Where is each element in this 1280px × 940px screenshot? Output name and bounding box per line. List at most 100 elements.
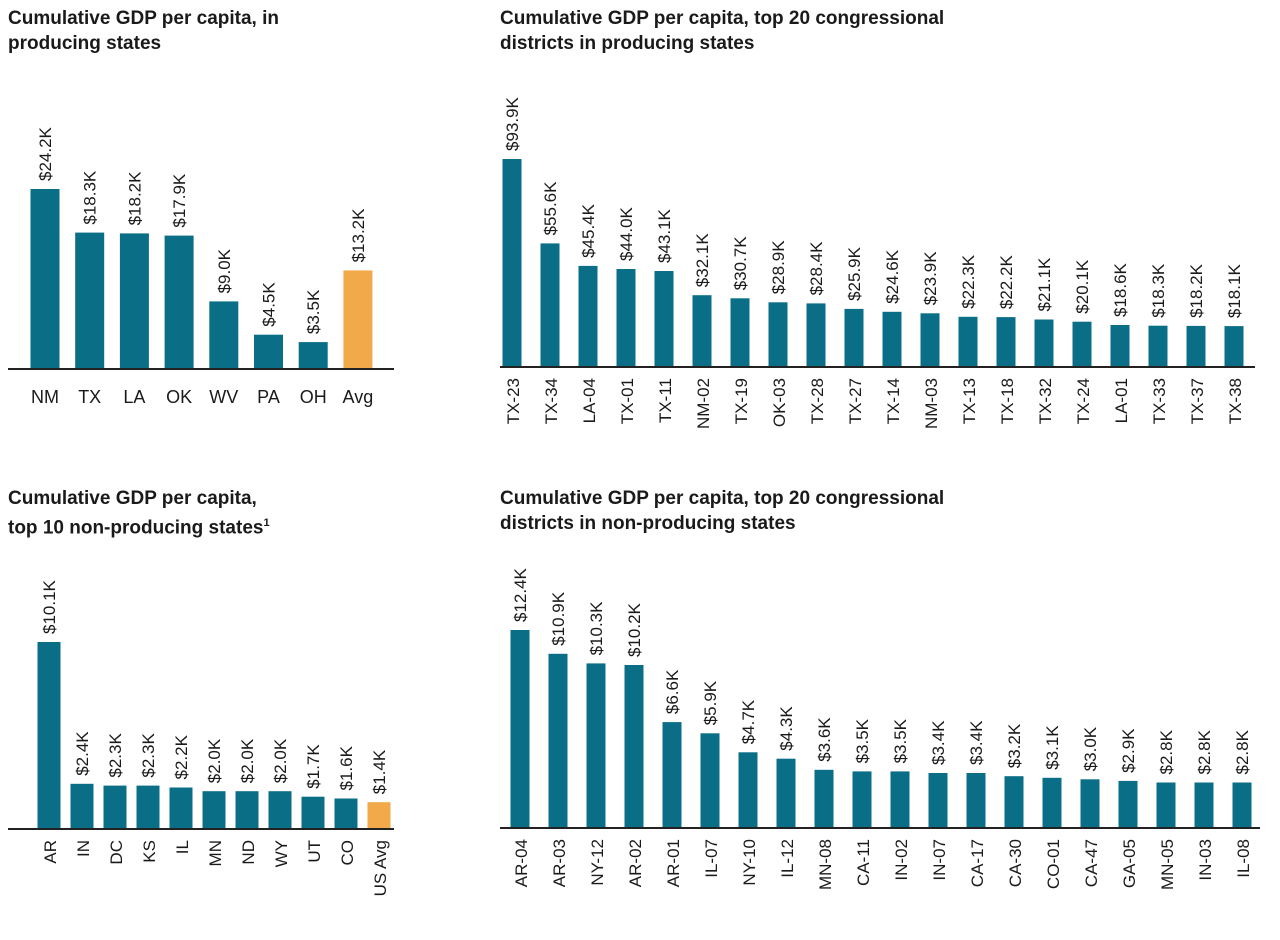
category-label: WV (209, 387, 238, 407)
value-label: $18.6K (1111, 262, 1130, 317)
value-label: $3.1K (1043, 725, 1062, 770)
category-label: IN-02 (892, 839, 911, 881)
value-label: $2.8K (1157, 729, 1176, 774)
value-label: $2.9K (1119, 728, 1138, 773)
category-label: WY (272, 840, 291, 867)
value-label: $22.3K (959, 254, 978, 309)
bar-ar (37, 642, 61, 828)
category-label: IL-08 (1234, 839, 1253, 878)
category-label: NM (31, 387, 59, 407)
bar-mn-05 (1156, 782, 1176, 827)
category-label: MN (206, 840, 225, 866)
bar-tx-19 (730, 298, 750, 366)
value-label: $10.3K (587, 601, 606, 656)
category-label: TX (78, 387, 101, 407)
bar-ar-03 (548, 653, 568, 827)
category-label: OK (166, 387, 192, 407)
category-label: TX-33 (1150, 378, 1169, 424)
bar-nm (30, 189, 60, 368)
bar-dc (103, 785, 127, 828)
category-label: AR-04 (512, 839, 531, 887)
value-label: $18.2K (1187, 263, 1206, 318)
category-label: OK-03 (770, 378, 789, 427)
bar-ar-01 (662, 722, 682, 827)
value-label: $3.4K (929, 720, 948, 765)
bar-tx-11 (654, 271, 674, 366)
value-label: $12.4K (511, 567, 530, 622)
value-label: $2.4K (73, 731, 92, 776)
value-label: $93.9K (503, 96, 522, 151)
category-label: TX-34 (542, 378, 561, 424)
value-label: $3.2K (1005, 723, 1024, 768)
category-label: AR-01 (664, 839, 683, 887)
category-label: IL-12 (778, 839, 797, 878)
value-label: $28.9K (769, 240, 788, 295)
category-label: TX-11 (656, 378, 675, 423)
category-label: NY-12 (588, 839, 607, 886)
category-label: AR-03 (550, 839, 569, 887)
bar-pa (254, 334, 283, 368)
value-label: $3.4K (967, 720, 986, 765)
bar-tx-28 (806, 303, 826, 366)
category-label: TX-18 (998, 378, 1017, 424)
value-label: $55.6K (541, 181, 560, 236)
chart-title-line-2: top 10 non-producing states1 (8, 511, 270, 540)
value-label: $6.6K (663, 669, 682, 714)
category-label: AR (41, 840, 60, 864)
value-label: $30.7K (731, 236, 750, 291)
bar-ca-17 (966, 773, 986, 827)
bar-ca-47 (1080, 779, 1100, 827)
category-label: CA-17 (968, 839, 987, 887)
value-label: $17.9K (170, 173, 189, 228)
bar-ok (164, 235, 194, 368)
value-label: $2.8K (1233, 729, 1252, 774)
bar-chart-producing-states: $24.2K NM $18.3K TX $18.2K LA $17.9K OK $9.0K WV $… (8, 126, 394, 407)
value-label: $5.9K (701, 680, 720, 725)
category-label: TX-24 (1074, 378, 1093, 424)
value-label: $2.3K (139, 733, 158, 778)
category-label: IN-07 (930, 839, 949, 881)
category-label: CA-11 (854, 839, 873, 886)
chart-title-line-2-text: top 10 non-producing states (8, 517, 264, 539)
bar-il-08 (1232, 782, 1252, 827)
bar-in-07 (928, 773, 948, 827)
chart-title-line-2: districts in producing states (500, 33, 755, 54)
value-label: $24.2K (36, 126, 55, 181)
bar-tx-24 (1072, 321, 1092, 366)
category-label: LA (123, 387, 145, 407)
bar-co-01 (1042, 777, 1062, 828)
bar-tx-27 (844, 308, 864, 366)
bar-la-04 (578, 265, 598, 366)
bar-il (169, 787, 193, 828)
bar-ar-04 (510, 630, 530, 827)
category-label: NM-02 (694, 378, 713, 429)
bar-in-03 (1194, 782, 1214, 827)
category-label: LA-01 (1112, 378, 1131, 423)
bar-wv (209, 301, 239, 368)
value-label: $45.4K (579, 203, 598, 258)
category-label: TX-14 (884, 378, 903, 424)
value-label: $3.0K (1081, 726, 1100, 771)
chart-title-line-1: Cumulative GDP per capita, in (8, 8, 280, 29)
bar-ny-10 (738, 752, 758, 827)
bar-avg (343, 270, 373, 368)
category-label: TX-28 (808, 378, 827, 424)
value-label: $3.5K (853, 718, 872, 763)
chart-title-line-1: Cumulative GDP per capita, top 20 congre… (500, 488, 945, 509)
bar-mn-08 (814, 769, 834, 827)
value-label: $21.1K (1035, 257, 1054, 312)
bar-in-02 (890, 771, 910, 827)
chart-title-line-1: Cumulative GDP per capita, (8, 488, 257, 509)
category-label: CA-30 (1006, 839, 1025, 887)
bar-chart-non-producing-states: $10.1K AR $2.4K IN $2.3K DC $2.3K KS $2.2K IL $2.0… (8, 579, 394, 896)
bar-tx-18 (996, 317, 1016, 366)
bar-ny-12 (586, 663, 606, 827)
value-label: $18.1K (1225, 264, 1244, 319)
category-label: PA (257, 387, 280, 407)
bar-ca-30 (1004, 776, 1024, 827)
category-label: NY-10 (740, 839, 759, 886)
category-label: Avg (343, 387, 374, 407)
chart-panel-non-producing-states: Cumulative GDP per capita, top 10 non-pr… (8, 486, 398, 926)
value-label: $3.5K (304, 289, 323, 334)
chart-title-line-2: districts in non-producing states (500, 513, 796, 534)
